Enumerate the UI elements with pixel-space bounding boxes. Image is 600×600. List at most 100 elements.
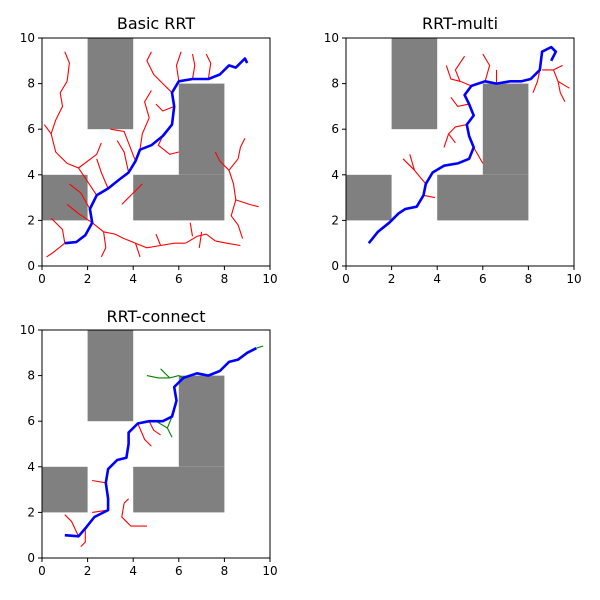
x-tick-label: 0 <box>38 272 46 286</box>
panel-title: RRT-multi <box>422 14 498 33</box>
y-tick-label: 0 <box>331 259 339 273</box>
tree-branch <box>92 479 106 484</box>
tree-branch <box>189 222 194 237</box>
tree-branch <box>423 194 436 199</box>
tree-branch <box>123 238 161 249</box>
y-tick-label: 4 <box>331 168 339 182</box>
y-tick-label: 6 <box>331 122 339 136</box>
y-tick-label: 8 <box>331 77 339 91</box>
tree-branch <box>55 81 68 121</box>
x-tick-label: 0 <box>38 564 46 578</box>
obstacle-rect <box>437 174 529 221</box>
tree-branch <box>237 138 246 159</box>
obstacle-rect <box>391 38 438 130</box>
tree-branch <box>191 53 196 80</box>
tree-branch <box>100 231 107 258</box>
tree-branch <box>230 199 244 239</box>
tree-branch <box>134 243 141 258</box>
tree-branch <box>454 55 466 82</box>
tree-branch <box>43 124 52 135</box>
tree-branch <box>443 124 467 148</box>
tree-branch <box>148 420 161 436</box>
y-tick-label: 0 <box>27 259 35 273</box>
tree-branch <box>116 140 130 173</box>
x-tick-label: 10 <box>262 564 277 578</box>
tree-branch <box>402 158 415 171</box>
panel-basic-rrt: Basic RRT 0 2 4 6 8 10 0 2 4 6 8 10 <box>20 14 278 286</box>
axes-frame <box>41 329 271 559</box>
obstacle-rect <box>87 38 134 130</box>
goal-tree-branch <box>160 368 171 379</box>
goal-tree-branch <box>256 345 264 349</box>
tree-branch <box>482 53 491 82</box>
tree-branch <box>139 117 150 150</box>
tree-branch <box>110 128 137 162</box>
tree-branch <box>450 96 470 108</box>
tree-branch <box>91 222 125 240</box>
goal-tree-branch <box>169 375 184 379</box>
obstacle-rect <box>42 466 88 513</box>
tree-branch <box>123 498 129 504</box>
path-line <box>367 45 558 245</box>
tree-branch <box>155 233 162 246</box>
tree-branch <box>46 242 66 258</box>
x-tick-label: 6 <box>479 272 487 286</box>
obstacle-rect <box>178 375 225 467</box>
path-line <box>64 347 257 538</box>
y-tick-label: 10 <box>20 323 35 337</box>
tree-branch <box>448 133 456 144</box>
tree-branch <box>50 119 68 164</box>
tree-branch <box>532 69 541 93</box>
y-tick-label: 2 <box>27 213 35 227</box>
obstacle-rect <box>87 330 134 422</box>
tree-branch <box>157 135 179 155</box>
y-tick-label: 2 <box>331 213 339 227</box>
tree-branch <box>64 51 70 82</box>
tree-branch <box>137 423 152 447</box>
obstacle-rect <box>178 83 225 175</box>
tree-branch <box>80 528 86 547</box>
obstacle-rect <box>42 174 88 221</box>
tree-branch <box>144 90 152 118</box>
x-tick-label: 6 <box>175 272 183 286</box>
y-tick-label: 10 <box>20 31 35 45</box>
y-tick-label: 4 <box>27 460 35 474</box>
x-tick-label: 4 <box>129 272 137 286</box>
tree-branch <box>146 51 155 75</box>
obstacle-rect <box>346 174 392 221</box>
tree-branch <box>121 503 147 527</box>
tree-branch <box>66 203 93 224</box>
path-line <box>64 57 249 245</box>
axes-frame <box>345 37 575 267</box>
x-tick-label: 4 <box>129 564 137 578</box>
tree-branch <box>153 74 173 94</box>
x-tick-label: 2 <box>388 272 396 286</box>
x-tick-label: 2 <box>84 564 92 578</box>
y-tick-label: 4 <box>27 168 35 182</box>
panel-title: RRT-connect <box>107 307 206 326</box>
y-tick-label: 2 <box>27 505 35 519</box>
tree-branch <box>198 231 203 248</box>
y-tick-label: 10 <box>324 31 339 45</box>
x-tick-label: 8 <box>525 272 533 286</box>
tree-branch <box>542 64 563 71</box>
tree-branch <box>160 242 186 247</box>
tree-branch <box>552 69 566 103</box>
tree-branch <box>69 183 91 210</box>
tree-branch <box>155 103 175 112</box>
x-tick-label: 6 <box>175 564 183 578</box>
tree-branch <box>235 199 259 208</box>
obstacle-rect <box>133 174 225 221</box>
tree-branch <box>557 80 570 89</box>
obstacle-rect <box>482 83 529 175</box>
tree-branch <box>78 142 102 169</box>
panel-rrt-connect: RRT-connect 0 2 4 6 8 10 0 2 4 6 8 10 <box>20 307 278 578</box>
y-tick-label: 6 <box>27 414 35 428</box>
tree-branch <box>205 53 212 80</box>
panel-rrt-multi: RRT-multi 0 2 4 6 8 10 0 2 4 6 8 10 <box>324 14 582 286</box>
tree-branch <box>473 147 484 164</box>
tree-branch <box>445 65 472 87</box>
obstacle-rect <box>133 466 225 513</box>
tree-branch <box>66 162 98 196</box>
